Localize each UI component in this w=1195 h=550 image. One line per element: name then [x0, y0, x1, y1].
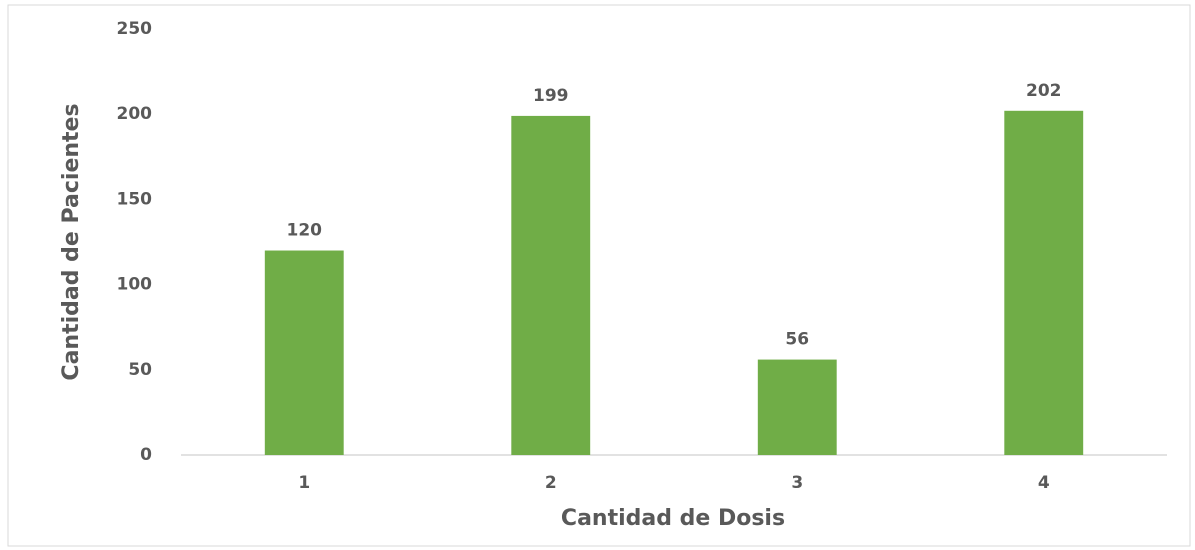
data-label: 56 [785, 330, 809, 350]
y-axis-title: Cantidad de Pacientes [59, 103, 84, 380]
bar [757, 359, 837, 455]
x-tick-label: 3 [791, 473, 803, 493]
chart-frame [7, 4, 1191, 547]
y-tick-label: 50 [128, 360, 152, 380]
bar [264, 250, 344, 455]
y-tick-label: 0 [140, 445, 152, 465]
y-tick-label: 150 [117, 189, 153, 209]
x-axis-title: Cantidad de Dosis [561, 506, 785, 531]
x-tick-label: 2 [545, 473, 557, 493]
bar [1004, 110, 1084, 456]
data-label: 199 [533, 86, 569, 106]
y-tick-label: 100 [117, 275, 153, 295]
y-tick-label: 250 [117, 19, 153, 39]
bar [511, 115, 591, 456]
x-tick-label: 1 [298, 473, 310, 493]
data-label: 202 [1026, 81, 1062, 101]
y-tick-label: 200 [117, 104, 153, 124]
x-tick-label: 4 [1038, 473, 1050, 493]
data-label: 120 [287, 221, 323, 241]
